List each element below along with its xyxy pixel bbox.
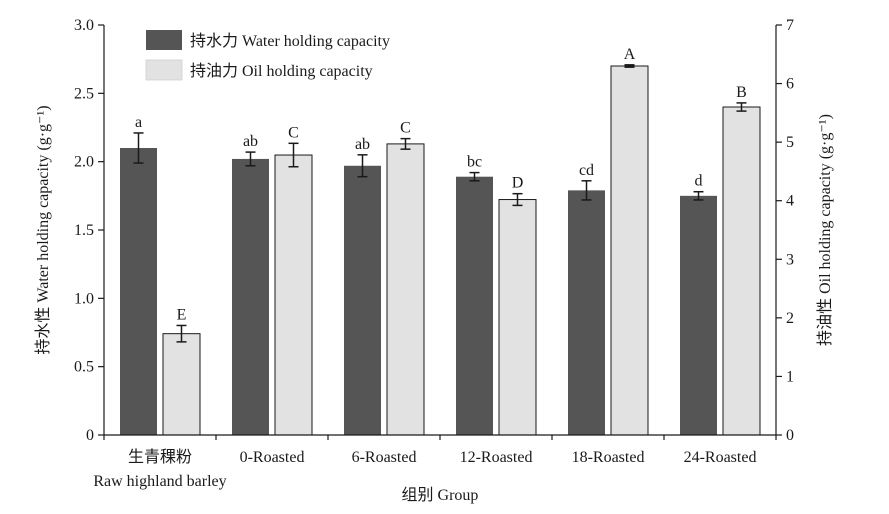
y-right-tick-label: 4 <box>786 193 794 210</box>
bar <box>120 148 157 435</box>
bar <box>456 176 493 435</box>
bar <box>610 65 649 436</box>
bar <box>386 143 425 436</box>
bar <box>722 106 761 436</box>
y-left-tick-label: 0.5 <box>74 359 94 376</box>
significance-letter: bc <box>467 154 482 171</box>
legend-label: 持油力 Oil holding capacity <box>190 62 373 80</box>
x-axis-title: 组别 Group <box>402 486 479 504</box>
significance-letter: C <box>288 124 299 141</box>
x-tick-label: Raw highland barley <box>93 473 226 490</box>
plot-area: a ab ab bc cd d E C C D A B <box>120 46 761 436</box>
significance-letter: ab <box>355 136 370 153</box>
x-tick-label: 18-Roasted <box>572 449 645 466</box>
legend-swatch <box>146 30 182 50</box>
significance-letter: A <box>624 46 636 63</box>
significance-letter: cd <box>579 162 594 179</box>
x-tick-label: 6-Roasted <box>352 449 417 466</box>
bar <box>498 199 537 436</box>
significance-letter: ab <box>243 133 258 150</box>
significance-letter: C <box>400 120 411 137</box>
y-left-tick-label: 1.0 <box>74 290 94 307</box>
significance-letter: d <box>695 173 703 190</box>
y-right-tick-label: 0 <box>786 427 794 444</box>
y-axis-left-title: 持水性 Water holding capacity (g·g⁻¹) <box>34 105 52 354</box>
x-tick-label: 生青稞粉 <box>128 448 192 466</box>
legend-label: 持水力 Water holding capacity <box>190 32 390 50</box>
y-axis-right-title: 持油性 Oil holding capacity (g·g⁻¹) <box>816 114 834 346</box>
significance-letter: E <box>177 306 187 323</box>
legend: 持水力 Water holding capacity 持油力 Oil holdin… <box>145 30 390 81</box>
x-tick-label: 24-Roasted <box>684 449 757 466</box>
y-left-tick-label: 3.0 <box>74 17 94 34</box>
significance-letter: D <box>512 175 524 192</box>
bar <box>344 165 381 435</box>
y-left-tick-label: 2.0 <box>74 154 94 171</box>
x-tick-label: 12-Roasted <box>460 449 533 466</box>
y-left-tick-label: 0 <box>86 427 94 444</box>
y-right-tick-label: 1 <box>786 368 794 385</box>
bar <box>274 154 313 436</box>
bar <box>162 333 201 436</box>
y-left-tick-label: 2.5 <box>74 85 94 102</box>
y-right-tick-label: 5 <box>786 134 794 151</box>
legend-swatch <box>145 59 183 81</box>
y-right-tick-label: 7 <box>786 17 794 34</box>
bar <box>232 158 269 435</box>
y-right-tick-label: 3 <box>786 251 794 268</box>
x-tick-label: 0-Roasted <box>240 449 305 466</box>
bar <box>568 190 605 435</box>
y-right-tick-label: 2 <box>786 310 794 327</box>
bar <box>680 195 717 435</box>
significance-letter: B <box>736 84 747 101</box>
y-left-tick-label: 1.5 <box>74 222 94 239</box>
y-right-tick-label: 6 <box>786 76 794 93</box>
significance-letter: a <box>135 114 142 131</box>
axes: 0 0.5 1.0 1.5 2.0 2.5 3.0 0 1 2 3 4 5 6 7 生青稞粉 Raw highl… <box>74 17 794 490</box>
